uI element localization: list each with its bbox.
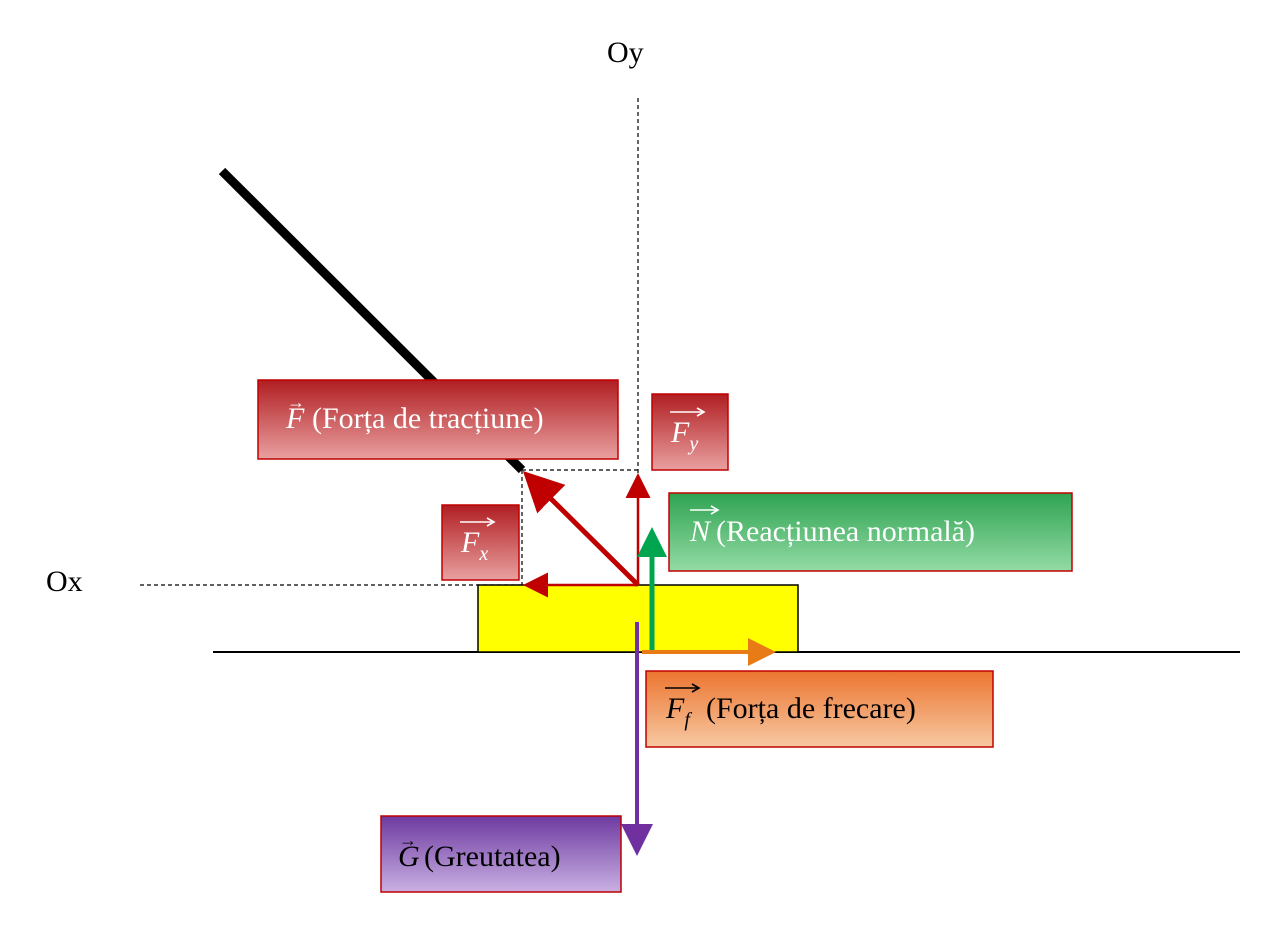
traction-force-label: F → (Forța de tracțiune)	[257, 379, 619, 460]
normal-force-symbol: N	[689, 515, 712, 548]
vector-arrow-icon: →	[399, 830, 417, 850]
weight-force-text: (Greutatea)	[424, 840, 561, 873]
friction-force-label: Ff (Forța de frecare)	[645, 670, 994, 748]
ox-axis-label: Ox	[46, 565, 83, 598]
oy-axis-label: Oy	[607, 36, 644, 69]
vector-arrow-icon: →	[287, 392, 305, 412]
friction-force-symbol: Ff	[665, 692, 692, 731]
weight-force-symbol: G	[398, 840, 420, 873]
traction-force-text: (Forța de tracțiune)	[312, 402, 544, 435]
fy-label: Fy	[651, 393, 729, 471]
normal-force-label: N (Reacțiunea normală)	[668, 492, 1073, 572]
traction-force-symbol: F	[285, 402, 305, 435]
fy-symbol: Fy	[670, 416, 698, 455]
weight-force-label: G → (Greutatea)	[380, 815, 622, 893]
fx-symbol: Fx	[460, 526, 488, 565]
fx-label: Fx	[441, 504, 520, 581]
normal-force-text: (Reacțiunea normală)	[716, 515, 975, 548]
friction-force-text: (Forța de frecare)	[706, 692, 916, 725]
traction-force-arrow	[522, 470, 640, 587]
